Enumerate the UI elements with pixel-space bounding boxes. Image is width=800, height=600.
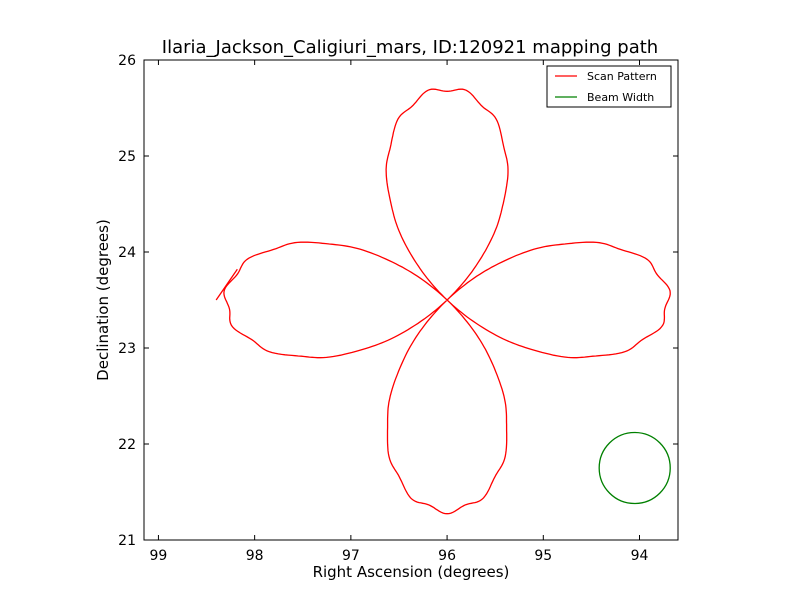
y-axis-label: Declination (degrees) <box>94 219 112 381</box>
y-tick-label: 24 <box>118 245 136 261</box>
x-tick-label: 99 <box>150 548 168 564</box>
scan-pattern-line <box>223 88 671 515</box>
plot-area <box>143 59 679 541</box>
legend-label-scan-pattern: Scan Pattern <box>587 70 657 83</box>
y-tick-label: 23 <box>118 341 136 357</box>
legend-box <box>546 65 672 108</box>
x-tick-label: 94 <box>631 548 649 564</box>
x-axis-label: Right Ascension (degrees) <box>313 563 510 581</box>
x-tick-label: 96 <box>438 548 456 564</box>
legend-label-beam-width: Beam Width <box>587 91 654 104</box>
data-layer <box>215 88 671 515</box>
chart-title: Ilaria_Jackson_Caligiuri_mars, ID:120921… <box>162 37 658 58</box>
x-tick-label: 98 <box>246 548 264 564</box>
x-tick-label: 97 <box>342 548 360 564</box>
scan-start-segment <box>215 268 238 301</box>
legend: Scan Pattern Beam Width <box>546 65 672 108</box>
y-tick-label: 22 <box>118 437 136 453</box>
x-tick-label: 95 <box>534 548 552 564</box>
beam-width-circle <box>598 431 671 505</box>
y-tick-label: 25 <box>118 149 136 165</box>
y-tick-label: 21 <box>118 533 136 549</box>
y-axis: 21 22 23 24 25 26 <box>118 53 678 549</box>
y-tick-label: 26 <box>118 53 136 69</box>
axes-frame <box>143 59 679 541</box>
x-axis: 99 98 97 96 95 94 <box>150 60 649 564</box>
